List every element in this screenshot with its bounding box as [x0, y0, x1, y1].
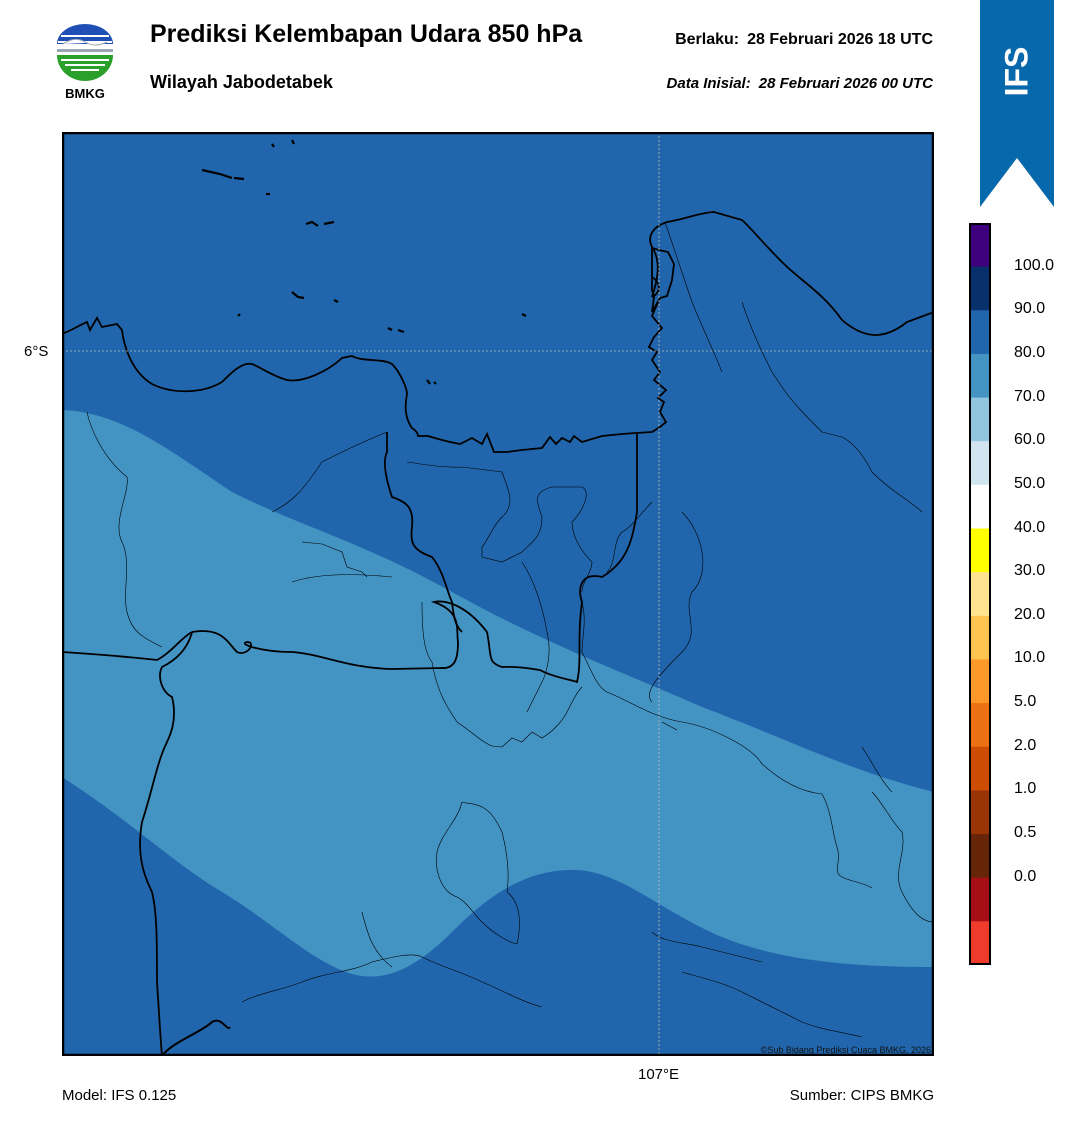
- bmkg-logo: [55, 22, 115, 84]
- colorbar-label: 30.0: [1014, 562, 1046, 580]
- colorbar-label: 50.0: [1014, 474, 1046, 492]
- colorbar-label: 40.0: [1014, 518, 1046, 536]
- colorbar-segment: [969, 528, 991, 573]
- valid-time: Berlaku: 28 Februari 2026 18 UTC: [675, 31, 933, 49]
- model-label: Model: IFS 0.125: [62, 1087, 177, 1104]
- colorbar-segment: [969, 572, 991, 617]
- valid-value: 28 Februari 2026 18 UTC: [747, 31, 933, 48]
- copyright-note: ©Sub Bidang Prediksi Cuaca BMKG, 2026: [760, 1045, 931, 1055]
- colorbar-label: 60.0: [1014, 431, 1046, 449]
- colorbar-segment: [969, 746, 991, 791]
- ifs-ribbon: [980, 0, 1054, 207]
- colorbar-segment: [969, 310, 991, 355]
- islands: [201, 139, 527, 385]
- valid-label: Berlaku:: [675, 31, 740, 48]
- colorbar-label: 2.0: [1014, 736, 1037, 754]
- region-subtitle: Wilayah Jabodetabek: [150, 72, 333, 92]
- graticule: [62, 132, 934, 1056]
- map-panel[interactable]: [62, 132, 934, 1056]
- coastline: [62, 211, 934, 1056]
- init-label: Data Inisial:: [666, 75, 751, 92]
- colorbar-label: 80.0: [1014, 343, 1046, 361]
- colorbar-label: 0.5: [1014, 824, 1037, 842]
- map-frame: [62, 132, 934, 1056]
- district-boundaries: [86, 221, 934, 1038]
- colorbar-segment: [969, 703, 991, 748]
- colorbar-label: 5.0: [1014, 693, 1037, 711]
- colorbar-label: 20.0: [1014, 605, 1046, 623]
- lat-label: 6°S: [24, 343, 49, 360]
- logo-text: BMKG: [65, 86, 105, 101]
- colorbar-segment: [969, 353, 991, 399]
- colorbar-segment: [969, 659, 991, 704]
- colorbar-label: 1.0: [1014, 780, 1037, 798]
- lon-label: 107°E: [638, 1066, 680, 1083]
- ribbon-label-container: IFS: [980, 36, 1054, 106]
- init-value: 28 Februari 2026 00 UTC: [758, 75, 933, 92]
- band-70-80: [62, 410, 934, 977]
- colorbar-segment: [969, 484, 991, 530]
- source-label: Sumber: CIPS BMKG: [789, 1087, 934, 1104]
- colorbar-label: 70.0: [1014, 387, 1046, 405]
- colorbar-label: 100.0: [1014, 256, 1055, 274]
- colorbar-segment: [969, 266, 991, 311]
- colorbar-label: 90.0: [1014, 300, 1046, 318]
- page-title: Prediksi Kelembapan Udara 850 hPa: [150, 20, 583, 48]
- colorbar-segment: [969, 921, 991, 965]
- ribbon-label: IFS: [998, 46, 1035, 96]
- humidity-map: [62, 132, 934, 1056]
- colorbar-segment: [969, 441, 991, 486]
- colorbar-label: 10.0: [1014, 649, 1046, 667]
- colorbar-segment: [969, 790, 991, 835]
- bmkg-logo-icon: [57, 24, 113, 81]
- colorbar-label: 0.0: [1014, 867, 1037, 885]
- colorbar-segment: [969, 877, 991, 922]
- colorbar-segment: [969, 397, 991, 442]
- colorbar-segment: [969, 223, 991, 268]
- init-time: Data Inisial: 28 Februari 2026 00 UTC: [667, 75, 933, 92]
- colorbar: [969, 223, 991, 965]
- provincial-boundary: [161, 1019, 231, 1056]
- colorbar-segment: [969, 834, 991, 879]
- colorbar-segment: [969, 615, 991, 660]
